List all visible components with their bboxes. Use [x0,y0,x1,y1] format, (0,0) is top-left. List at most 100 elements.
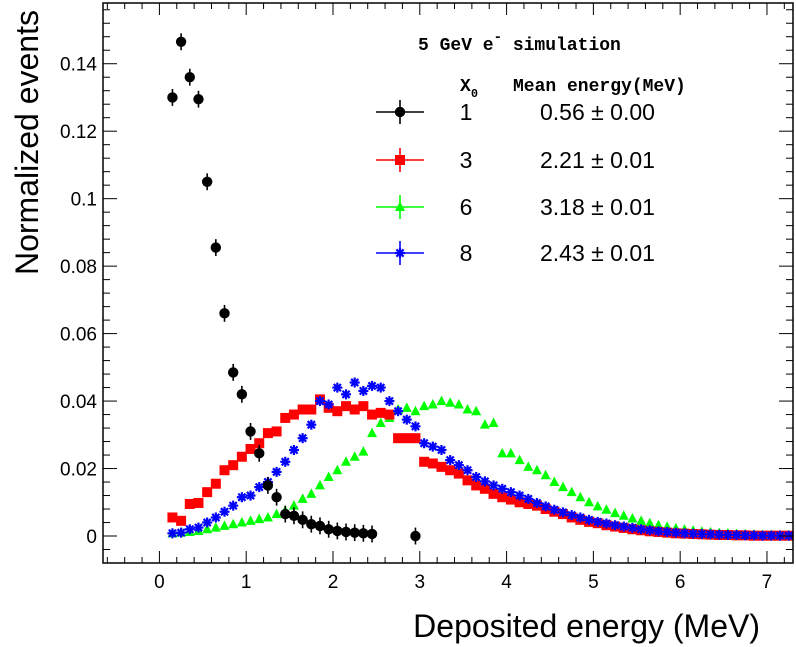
star-stroke [332,383,342,392]
data-point [349,377,360,388]
data-point [262,480,274,491]
data-point [584,514,595,525]
legend-entry-8: 8 2.43 ± 0.01 [376,240,655,266]
data-point [332,382,343,393]
star-stroke [610,520,620,530]
star-stroke [280,457,290,467]
star-stroke [471,472,481,482]
data-point [219,520,230,530]
data-point [375,382,386,393]
data-point [210,478,221,489]
data-point [540,469,551,480]
data-point [601,504,612,514]
data-point [549,504,560,515]
star-stroke [506,487,516,497]
data-point [523,493,534,504]
star-stroke [766,531,776,541]
star-stroke [480,476,490,486]
data-point [341,456,352,466]
star-stroke [454,460,464,470]
data-point [176,527,187,538]
data-point [245,426,256,437]
data-point [740,530,751,541]
legend-mean: 3.18 ± 0.01 [540,194,655,220]
data-point [627,522,638,533]
data-point [488,417,499,427]
data-point [175,36,187,47]
x-tick-label: 7 [762,572,773,593]
y-tick-label: 0.08 [60,257,97,278]
data-point [332,464,343,475]
data-point [358,385,369,396]
data-point [393,433,404,444]
star-stroke [489,481,498,490]
data-point [306,519,317,530]
star-stroke [628,523,637,533]
data-point [410,433,421,444]
data-point [245,490,256,501]
data-point [219,308,230,319]
star-stroke [497,484,507,494]
data-point [375,417,386,427]
data-point [219,506,230,517]
data-point [254,448,265,459]
x-tick-label: 5 [588,572,599,593]
data-point [280,508,291,520]
data-point [696,528,707,539]
data-point [445,397,456,407]
data-point [384,409,395,420]
data-point [679,528,690,539]
x-tick-label: 0 [154,572,165,593]
data-point [245,443,256,454]
data-point [445,455,456,466]
data-point [367,427,378,438]
data-point [271,466,282,477]
data-point [306,404,317,415]
data-point [314,520,326,532]
star-stroke [645,525,655,535]
data-point [479,419,490,429]
star-stroke [732,530,741,540]
star-stroke [740,530,750,540]
data-point [766,530,777,541]
y-tick-label: 0.04 [60,392,97,413]
data-point [618,521,629,532]
data-point [167,528,178,539]
data-point [202,517,213,528]
star-stroke [532,498,542,508]
data-point [262,511,273,522]
y-tick-label: 0.12 [60,122,97,143]
star-stroke [419,438,429,448]
data-point [523,461,534,471]
data-point [271,508,282,519]
data-point [497,492,508,503]
star-stroke [289,445,299,455]
data-point [636,515,647,525]
data-point [341,401,352,412]
star-stroke [367,381,377,391]
data-point [236,492,247,503]
data-point [748,530,759,541]
data-point [505,447,516,458]
data-point [401,433,412,444]
data-point [297,433,308,444]
data-point [427,441,438,452]
legend-header-suffix: simulation [502,36,621,56]
y-tick-label: 0.02 [60,460,97,481]
data-point [636,524,647,535]
x-tick-label: 2 [328,572,339,593]
data-point [401,402,412,412]
star-stroke [185,524,195,534]
data-point [479,476,490,487]
x-tick-label: 6 [675,572,686,593]
legend-mean: 2.43 ± 0.01 [540,240,655,266]
data-point [210,242,222,253]
star-stroke [246,491,255,500]
star-stroke [515,491,524,500]
data-point [462,465,473,476]
data-point [332,525,343,537]
star-stroke [211,513,221,522]
data-point [367,409,378,420]
data-point [618,510,629,520]
